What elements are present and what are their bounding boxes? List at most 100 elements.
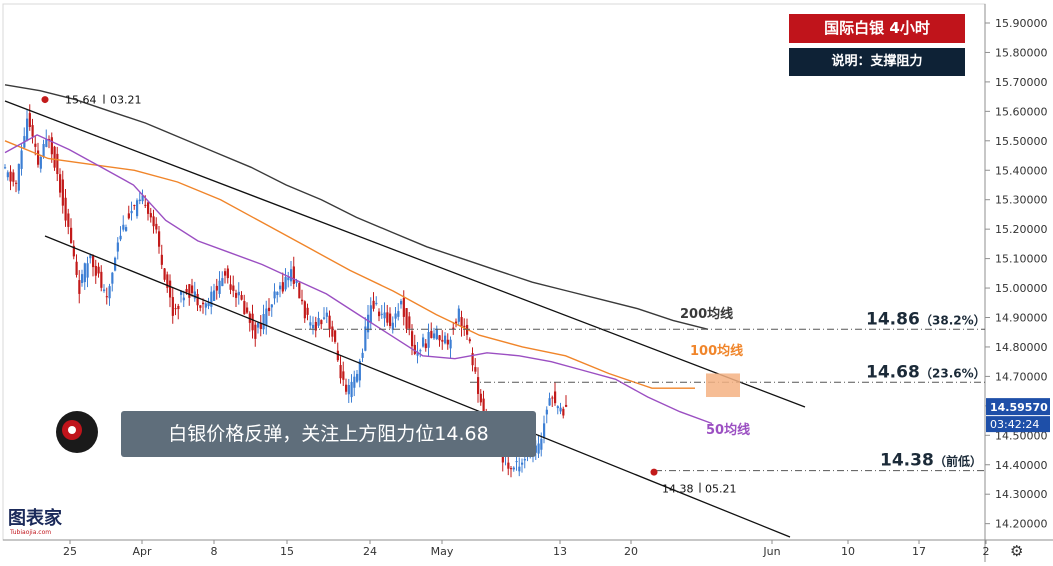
candle-body <box>438 335 441 341</box>
candle-body <box>133 204 136 206</box>
candle-body <box>270 304 273 308</box>
candle-body <box>306 307 309 315</box>
candle-body <box>224 271 227 276</box>
candle-body <box>138 199 141 201</box>
candle-body <box>177 305 180 310</box>
x-axis-ticks: 25 Apr 8 15 24 May 13 20 Jun 10 17 2 <box>63 540 990 558</box>
last-price-tag <box>986 398 1050 416</box>
candle-body <box>411 331 414 347</box>
candle-body <box>394 313 397 319</box>
candle-body <box>226 268 229 279</box>
candle-body <box>389 313 392 326</box>
candle-body <box>468 339 471 342</box>
candle-body <box>276 292 279 295</box>
candle-body <box>298 282 301 299</box>
level-value: 14.38 <box>880 451 934 471</box>
y-tick-label: 15.00000 <box>995 282 1048 295</box>
ma-line <box>4 134 713 425</box>
candle-body <box>413 344 416 354</box>
chart-subtitle: 说明：支撑阻力 <box>789 48 965 76</box>
candle-body <box>295 281 298 284</box>
candle-body <box>328 315 331 330</box>
candle-body <box>521 462 524 465</box>
chart-title: 国际白银 4小时 <box>789 14 965 43</box>
candle-body <box>67 213 70 227</box>
candle-body <box>474 367 477 372</box>
candle-body <box>449 339 452 349</box>
candle-body <box>548 398 551 406</box>
candle-body <box>50 137 53 155</box>
candle-body <box>89 255 92 259</box>
candle-body <box>386 312 389 323</box>
candle-body <box>221 278 224 287</box>
candle-body <box>317 318 320 326</box>
x-tick-label: 15 <box>280 545 294 558</box>
countdown-tag <box>986 416 1050 433</box>
candle-body <box>240 295 243 300</box>
y-tick-label: 14.70000 <box>995 370 1048 383</box>
candle-body <box>75 261 78 275</box>
high-date-label: 03.21 <box>110 94 142 107</box>
candle-body <box>64 197 67 221</box>
brand-watermark: 图表家 <box>8 507 63 529</box>
candle-body <box>358 360 361 381</box>
candle-body <box>72 245 75 257</box>
candle-body <box>81 274 84 284</box>
candle-body <box>433 333 436 339</box>
x-tick-label: 25 <box>63 545 77 558</box>
y-tick-label: 14.90000 <box>995 312 1048 325</box>
candle-body <box>31 125 34 137</box>
candle-body <box>210 291 213 307</box>
candle-body <box>325 312 328 317</box>
candle-body <box>482 398 485 419</box>
candle-body <box>34 143 37 147</box>
candle-body <box>273 291 276 299</box>
x-tick-label: Jun <box>762 545 780 558</box>
y-axis-ticks: 15.90000 15.80000 15.70000 15.60000 15.50000… <box>985 17 1048 531</box>
candle-body <box>92 255 95 268</box>
x-tick-label: 2 <box>983 545 990 558</box>
candle-body <box>12 172 15 182</box>
candle-body <box>166 274 169 288</box>
candle-body <box>202 302 205 305</box>
y-tick-label: 14.20000 <box>995 518 1048 531</box>
candle-body <box>191 285 194 294</box>
candle-body <box>174 308 177 310</box>
high-price-label: 15.64 <box>65 94 97 107</box>
candle-body <box>213 290 216 301</box>
candle-body <box>361 352 364 358</box>
ma-label: 50均线 <box>706 422 750 438</box>
candle-body <box>9 171 12 182</box>
candle-body <box>182 297 185 301</box>
channel-lower-line <box>44 235 791 538</box>
candle-body <box>243 301 246 315</box>
candle-body <box>125 227 128 231</box>
candle-body <box>218 280 221 294</box>
candle-body <box>61 179 64 206</box>
candle-body <box>45 139 48 147</box>
candle-body <box>364 326 367 351</box>
candle-body <box>246 307 249 313</box>
candle-body <box>303 301 306 319</box>
x-tick-label: 8 <box>211 545 218 558</box>
candle-body <box>515 461 518 463</box>
candle-body <box>510 468 513 470</box>
candle-body <box>342 371 345 380</box>
candle-body <box>435 328 438 340</box>
candle-body <box>17 163 20 191</box>
candle-body <box>207 302 210 307</box>
candle-body <box>185 288 188 293</box>
logo-eye <box>68 426 76 434</box>
ma-line <box>4 84 709 330</box>
candle-body <box>290 269 293 282</box>
candle-body <box>53 146 56 168</box>
candle-body <box>83 263 86 283</box>
x-tick-label: 10 <box>841 545 855 558</box>
candle-body <box>312 324 315 329</box>
gear-icon[interactable]: ⚙ <box>1010 542 1024 560</box>
candle-body <box>537 443 540 454</box>
candle-body <box>559 407 562 412</box>
y-tick-label: 14.80000 <box>995 341 1048 354</box>
candle-body <box>422 337 425 347</box>
